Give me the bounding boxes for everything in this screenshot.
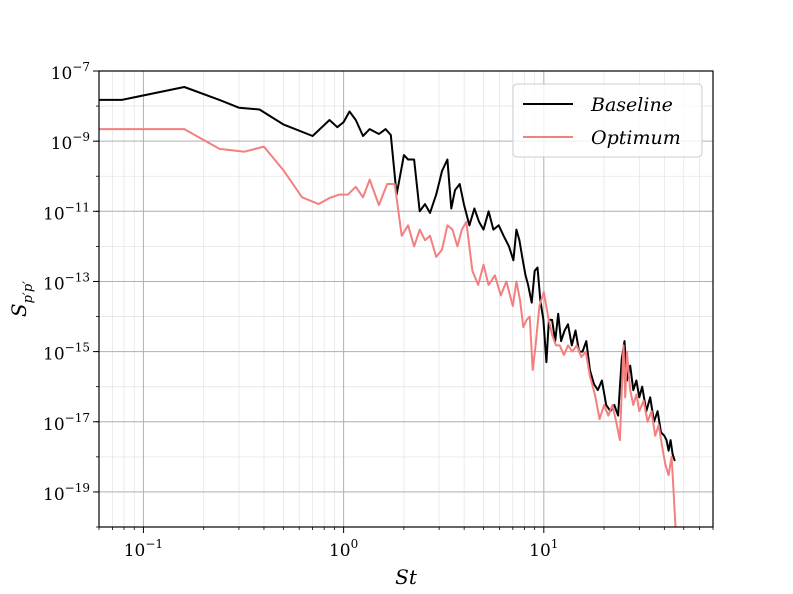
legend-box bbox=[512, 83, 703, 158]
legend-label-optimum: Optimum bbox=[591, 127, 681, 149]
y-tick-label: 10−13 bbox=[43, 270, 90, 294]
y-axis-label: Sp′p′ bbox=[7, 281, 36, 317]
plot-frame bbox=[98, 70, 714, 528]
x-tick-label: 101 bbox=[529, 537, 558, 561]
axis-ticks bbox=[93, 70, 714, 533]
axis-tick-labels: 10−1 100 101 10−7 10−9 10−11 10−13 10−15 10−17 10… bbox=[43, 60, 558, 561]
y-tick-label: 10−9 bbox=[51, 130, 90, 154]
x-tick-label: 100 bbox=[329, 537, 358, 561]
y-tick-label: 10−11 bbox=[43, 200, 90, 224]
y-tick-label: 10−19 bbox=[43, 481, 90, 505]
y-tick-label: 10−7 bbox=[51, 60, 90, 84]
y-tick-label: 10−15 bbox=[43, 341, 90, 365]
series-layer bbox=[99, 86, 677, 527]
series-line-optimum bbox=[99, 128, 677, 527]
legend: Baseline Optimum bbox=[512, 83, 703, 158]
x-axis-label: St bbox=[395, 565, 418, 589]
x-tick-label: 10−1 bbox=[124, 537, 163, 561]
y-tick-label: 10−17 bbox=[43, 411, 90, 435]
legend-label-baseline: Baseline bbox=[590, 94, 673, 116]
